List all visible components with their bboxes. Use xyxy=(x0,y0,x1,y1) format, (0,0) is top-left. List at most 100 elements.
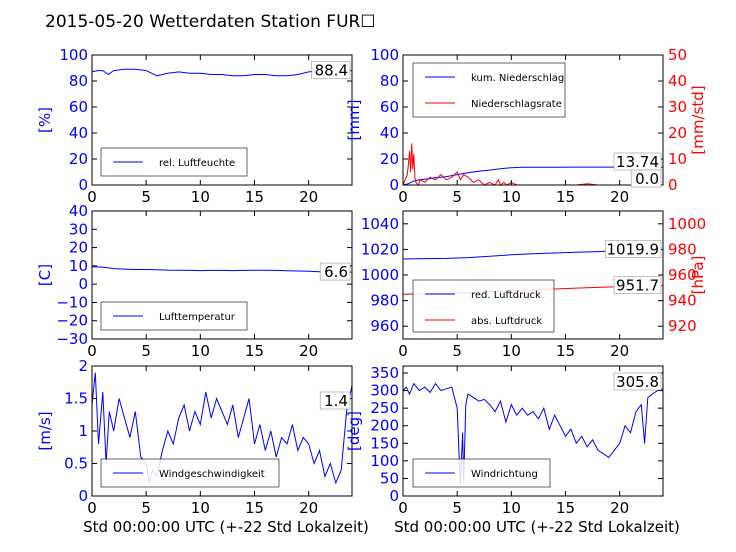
x-tick-label: 0 xyxy=(398,499,408,517)
y-tick-label: 250 xyxy=(370,399,399,417)
y2-tick-label: 10 xyxy=(668,150,687,168)
x-axis-label: Std 00:00:00 UTC (+-22 Std Lokalzeit) xyxy=(83,518,369,536)
y-tick-label: 150 xyxy=(370,434,399,452)
y2-tick-label: 960 xyxy=(668,266,697,284)
x-tick-label: 0 xyxy=(398,342,408,360)
y-tick-label: 50 xyxy=(380,469,399,487)
y-tick-label: 60 xyxy=(69,98,88,116)
y-tick-label: 1000 xyxy=(361,266,399,284)
last-value-label: 305.8 xyxy=(616,373,659,391)
x-tick-label: 15 xyxy=(245,499,264,517)
last-value-label: 1.4 xyxy=(324,392,348,410)
x-tick-label: 5 xyxy=(452,188,462,206)
plot-frame xyxy=(402,54,664,186)
figure-title: 2015-05-20 Wetterdaten Station FUR☐ xyxy=(45,12,376,32)
y2-tick-label: 1000 xyxy=(668,215,706,233)
x-tick-label: 15 xyxy=(245,342,264,360)
y-tick-label: 350 xyxy=(370,364,399,382)
legend-entry: Lufttemperatur xyxy=(159,312,236,323)
y2-tick-label: 980 xyxy=(668,240,697,258)
value-label-box xyxy=(319,391,351,410)
x-tick-label: 5 xyxy=(452,499,462,517)
y2-tick-label: 30 xyxy=(668,98,687,116)
y-axis-label: [m/s] xyxy=(36,411,54,450)
x-tick-label: 5 xyxy=(452,342,462,360)
legend-entry: Windrichtung xyxy=(471,469,538,480)
x-tick-label: 10 xyxy=(191,188,210,206)
value-label-box xyxy=(613,276,662,294)
last-value-label: 951.7 xyxy=(616,277,659,295)
series-line xyxy=(91,372,353,485)
x-tick-label: 15 xyxy=(556,342,575,360)
y-tick-label: 0 xyxy=(78,176,88,194)
y-axis-label: [mm] xyxy=(345,100,363,141)
x-tick-label: 0 xyxy=(398,188,408,206)
x-tick-label: 10 xyxy=(502,188,521,206)
y-tick-label: 1040 xyxy=(361,215,399,233)
legend-box xyxy=(412,62,566,118)
y-tick-label: 200 xyxy=(370,417,399,435)
humidity-panel: 0 5 10 15 20 0 20 40 60 80 100 [%] rel. Luftfeuchte 8… xyxy=(36,46,353,206)
y-tick-label: 20 xyxy=(69,239,88,257)
y-tick-label: 10 xyxy=(69,257,88,275)
legend-entry: rel. Luftfeuchte xyxy=(159,158,235,169)
value-label-box xyxy=(630,169,662,188)
legend-entry: Niederschlagsrate xyxy=(471,99,562,110)
x-tick-label: 0 xyxy=(87,499,97,517)
y-tick-label: 100 xyxy=(59,46,88,64)
legend-entry: kum. Niederschlag xyxy=(471,73,564,84)
last-value-label: 88.4 xyxy=(315,62,348,80)
series-line xyxy=(91,68,352,77)
y2-tick-label: 940 xyxy=(668,292,697,310)
x-tick-label: 10 xyxy=(191,499,210,517)
last-value-label: 13.74 xyxy=(616,153,659,171)
x-tick-label: 20 xyxy=(299,499,318,517)
y-axis-label: [deg] xyxy=(345,411,363,451)
legend-entry: Windgeschwindigkeit xyxy=(159,469,265,480)
y-tick-label: 960 xyxy=(370,317,399,335)
y-tick-label: 0 xyxy=(389,487,399,505)
y-tick-label: 80 xyxy=(69,72,88,90)
y-tick-label: −30 xyxy=(56,330,88,348)
x-tick-label: 0 xyxy=(87,342,97,360)
y-tick-label: 980 xyxy=(370,292,399,310)
y-tick-label: 40 xyxy=(69,202,88,220)
x-tick-label: 20 xyxy=(299,188,318,206)
y-tick-label: −10 xyxy=(56,293,88,311)
x-tick-label: 15 xyxy=(556,499,575,517)
value-label-box xyxy=(319,262,351,281)
y-tick-label: 60 xyxy=(380,98,399,116)
y-axis-label: [C] xyxy=(36,264,54,286)
y-tick-label: 0 xyxy=(78,487,88,505)
x-tick-label: 5 xyxy=(141,499,151,517)
y2-tick-label: 920 xyxy=(668,317,697,335)
x-tick-label: 10 xyxy=(502,342,521,360)
y-tick-label: 1 xyxy=(78,422,88,440)
last-value-label: 0.0 xyxy=(635,170,659,188)
plot-frame xyxy=(402,365,664,497)
x-tick-label: 5 xyxy=(141,188,151,206)
legend-entry: abs. Luftdruck xyxy=(471,316,542,327)
y-tick-label: −20 xyxy=(56,312,88,330)
value-label-box xyxy=(311,61,351,79)
value-label-box xyxy=(613,372,662,391)
y2-axis-label: [hPa] xyxy=(689,256,707,295)
x-tick-label: 10 xyxy=(191,342,210,360)
y-tick-label: 20 xyxy=(69,150,88,168)
y2-tick-label: 50 xyxy=(668,46,687,64)
y-tick-label: 0 xyxy=(389,176,399,194)
y2-axis-label: [mm/std] xyxy=(689,85,707,154)
x-tick-label: 0 xyxy=(87,188,97,206)
x-tick-label: 10 xyxy=(502,499,521,517)
last-value-label: 6.6 xyxy=(324,263,348,281)
x-axis-label: Std 00:00:00 UTC (+-22 Std Lokalzeit) xyxy=(394,518,680,536)
y-tick-label: 0 xyxy=(78,275,88,293)
series-line xyxy=(402,382,664,486)
y2-tick-label: 20 xyxy=(668,124,687,142)
y-tick-label: 1.5 xyxy=(64,390,88,408)
wind-speed-panel: 0 5 10 15 20 0 0.5 1 1.5 2 [m/s] Std 00:00:00 UTC (… xyxy=(36,357,369,536)
y-tick-label: 100 xyxy=(370,46,399,64)
pressure-panel: 0 5 10 15 20 960 980 1000 1020 1040 920 940 960 980 10… xyxy=(361,210,707,360)
